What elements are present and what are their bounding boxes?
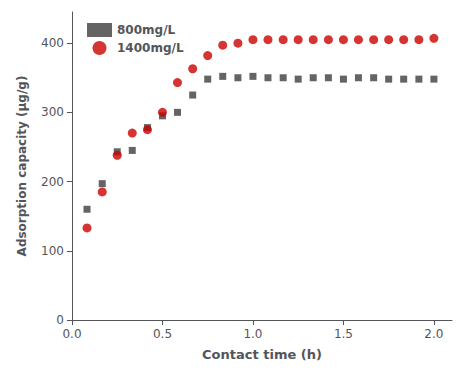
svg-text:1.0: 1.0 — [243, 327, 262, 341]
svg-text:Contact time (h): Contact time (h) — [202, 347, 322, 362]
svg-text:100: 100 — [41, 244, 64, 258]
svg-text:800mg/L: 800mg/L — [117, 23, 176, 37]
svg-text:0.5: 0.5 — [153, 327, 172, 341]
svg-text:Adsorption capacity (μg/g): Adsorption capacity (μg/g) — [15, 76, 29, 257]
svg-text:300: 300 — [41, 105, 64, 119]
svg-text:200: 200 — [41, 175, 64, 189]
svg-text:0.0: 0.0 — [62, 327, 81, 341]
svg-text:0: 0 — [56, 313, 64, 327]
svg-text:2.0: 2.0 — [424, 327, 443, 341]
svg-text:400: 400 — [41, 36, 64, 50]
svg-text:1.5: 1.5 — [334, 327, 353, 341]
svg-text:1400mg/L: 1400mg/L — [117, 41, 184, 55]
